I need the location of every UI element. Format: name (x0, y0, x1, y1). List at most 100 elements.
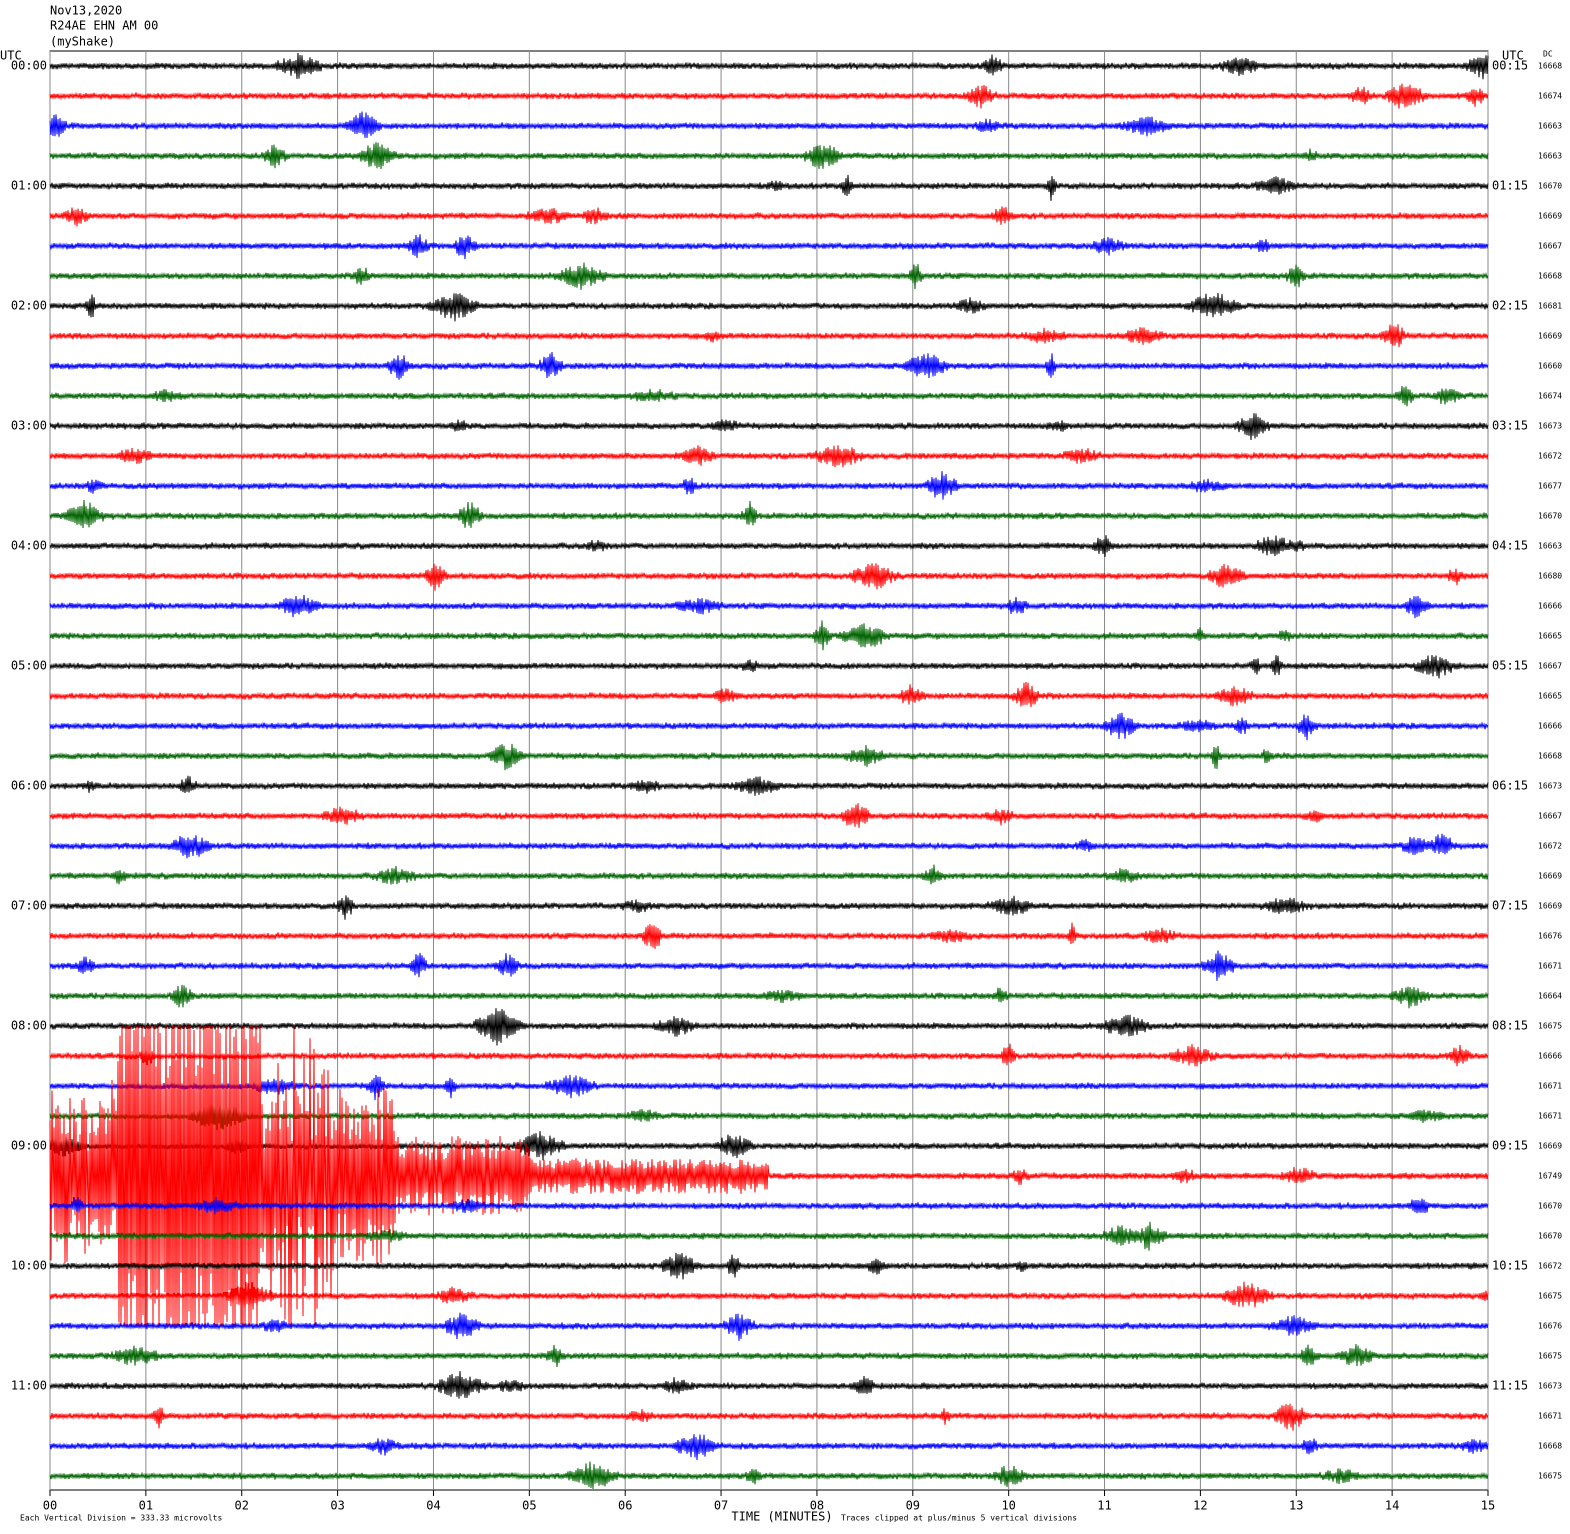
trace (49, 142, 1489, 170)
right-time: 05:15 (1492, 659, 1528, 673)
trace (49, 471, 1489, 500)
right-time: 06:15 (1492, 779, 1528, 793)
right-time: 02:15 (1492, 299, 1528, 313)
trace (49, 445, 1489, 468)
trace (49, 594, 1489, 619)
x-tick-label: 10 (1001, 1499, 1015, 1513)
trace (49, 712, 1489, 741)
left-time: 10:00 (11, 1259, 47, 1273)
trace (49, 563, 1489, 591)
right-time: 00:15 (1492, 59, 1528, 73)
trace (49, 1252, 1489, 1280)
trace (49, 1196, 1489, 1215)
trace (49, 833, 1489, 859)
trace (49, 535, 1489, 558)
trace (49, 681, 1489, 708)
scale-note: Each Vertical Division = 333.33 microvol… (20, 1514, 222, 1523)
title-line: Nov13,2020 (50, 4, 122, 18)
dc-value: 16671 (1538, 1082, 1562, 1091)
dc-value: 16675 (1538, 1022, 1562, 1031)
x-tick-label: 01 (139, 1499, 153, 1513)
dc-value: 16671 (1538, 962, 1562, 971)
trace (49, 499, 1489, 529)
plot-frame (49, 50, 1489, 1491)
x-tick-label: 14 (1385, 1499, 1399, 1513)
trace (49, 1434, 1489, 1461)
x-tick-label: 03 (330, 1499, 344, 1513)
trace (49, 385, 1489, 407)
trace (49, 922, 1489, 949)
right-axis-label: UTC (1502, 49, 1524, 63)
trace (49, 111, 1489, 139)
dc-label: DC (1543, 50, 1553, 59)
x-tick-label: 06 (618, 1499, 632, 1513)
left-time: 11:00 (11, 1379, 47, 1393)
dc-value: 16673 (1538, 1382, 1562, 1391)
dc-value: 16675 (1538, 1352, 1562, 1361)
dc-value: 16663 (1538, 122, 1562, 131)
dc-value: 16667 (1538, 662, 1562, 671)
trace (49, 620, 1489, 651)
dc-value: 16666 (1538, 1052, 1562, 1061)
trace (49, 1312, 1489, 1341)
dc-value: 16670 (1538, 1232, 1562, 1241)
dc-value: 16672 (1538, 1262, 1562, 1271)
trace (49, 950, 1489, 981)
x-tick-label: 12 (1193, 1499, 1207, 1513)
dc-value: 16670 (1538, 1202, 1562, 1211)
right-time: 10:15 (1492, 1259, 1528, 1273)
right-time: 09:15 (1492, 1139, 1528, 1153)
dc-value: 16669 (1538, 212, 1562, 221)
right-time: 11:15 (1492, 1379, 1528, 1393)
dc-value: 16676 (1538, 1322, 1562, 1331)
trace (49, 1102, 1489, 1131)
trace (49, 52, 1489, 80)
trace (49, 1281, 1489, 1310)
trace (49, 803, 1489, 828)
right-time: 03:15 (1492, 419, 1528, 433)
trace (49, 262, 1489, 290)
dc-value: 16660 (1538, 362, 1562, 371)
dc-value: 16670 (1538, 182, 1562, 191)
left-time: 05:00 (11, 659, 47, 673)
dc-value: 16666 (1538, 722, 1562, 731)
dc-value: 16665 (1538, 692, 1562, 701)
x-tick-label: 07 (714, 1499, 728, 1513)
dc-value: 16669 (1538, 902, 1562, 911)
dc-value: 16667 (1538, 242, 1562, 251)
trace (49, 1074, 1489, 1101)
trace (49, 206, 1489, 227)
x-tick-label: 00 (43, 1499, 57, 1513)
x-tick-label: 15 (1481, 1499, 1495, 1513)
trace (49, 413, 1489, 441)
clip-note: Traces clipped at plus/minus 5 vertical … (841, 1514, 1077, 1523)
trace (49, 1025, 1489, 1327)
dc-value: 16669 (1538, 1142, 1562, 1151)
trace (49, 324, 1489, 348)
trace (49, 234, 1489, 260)
dc-value: 16749 (1538, 1172, 1562, 1181)
dc-value: 16671 (1538, 1412, 1562, 1421)
title-line: (myShake) (50, 35, 115, 49)
left-time: 07:00 (11, 899, 47, 913)
left-time: 01:00 (11, 179, 47, 193)
trace (49, 1008, 1489, 1046)
x-tick-label: 05 (522, 1499, 536, 1513)
trace (49, 655, 1489, 679)
title-line: R24AE EHN AM 00 (50, 19, 158, 33)
dc-value: 16681 (1538, 302, 1562, 311)
dc-value: 16670 (1538, 512, 1562, 521)
trace (49, 743, 1489, 771)
trace (49, 895, 1489, 920)
trace (49, 1371, 1489, 1399)
dc-value: 16669 (1538, 332, 1562, 341)
left-time: 02:00 (11, 299, 47, 313)
left-time: 00:00 (11, 59, 47, 73)
trace (49, 351, 1489, 380)
trace (49, 1403, 1489, 1431)
dc-value: 16672 (1538, 842, 1562, 851)
left-axis-label: UTC (0, 49, 22, 63)
trace (49, 1043, 1489, 1067)
right-time: 01:15 (1492, 179, 1528, 193)
